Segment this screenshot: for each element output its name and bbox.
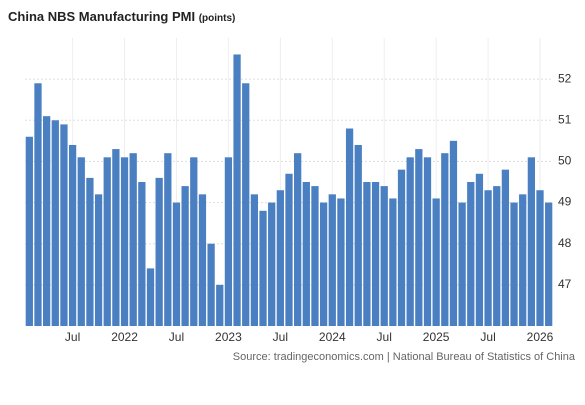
bar bbox=[510, 202, 518, 326]
bar bbox=[337, 198, 345, 326]
bar bbox=[406, 157, 414, 326]
bar bbox=[276, 190, 284, 326]
bar bbox=[103, 157, 111, 326]
bar bbox=[311, 186, 319, 326]
bar bbox=[441, 153, 449, 326]
bar bbox=[415, 149, 423, 326]
x-tick-label: 2022 bbox=[111, 330, 138, 344]
bar bbox=[207, 243, 215, 326]
unit: (points) bbox=[199, 13, 236, 24]
bar bbox=[172, 202, 181, 326]
bar bbox=[198, 194, 207, 326]
y-tick-label: 50 bbox=[558, 154, 572, 168]
bar bbox=[233, 54, 241, 326]
bar bbox=[484, 190, 492, 326]
x-tick-label: Jul bbox=[273, 330, 288, 344]
bar bbox=[328, 194, 336, 326]
chart-title: China NBS Manufacturing PMI (points) bbox=[8, 9, 235, 24]
bar bbox=[475, 173, 484, 326]
x-tick-label: Jul bbox=[65, 330, 80, 344]
bar bbox=[25, 136, 33, 326]
bar bbox=[432, 198, 440, 326]
bar bbox=[68, 144, 77, 326]
bar bbox=[363, 182, 371, 326]
x-tick-label: 2023 bbox=[215, 330, 242, 344]
bar bbox=[138, 182, 146, 326]
bar bbox=[536, 190, 544, 326]
bar bbox=[397, 169, 406, 326]
bar bbox=[60, 124, 68, 327]
bar bbox=[51, 120, 59, 327]
bar bbox=[319, 202, 328, 326]
y-tick-label: 48 bbox=[558, 236, 572, 250]
bar bbox=[146, 268, 155, 326]
bar bbox=[354, 144, 362, 326]
y-tick-label: 52 bbox=[558, 71, 572, 85]
y-tick-label: 51 bbox=[558, 112, 572, 126]
bar bbox=[155, 177, 163, 326]
bar bbox=[380, 186, 388, 326]
bar bbox=[216, 284, 224, 326]
bar bbox=[285, 173, 293, 326]
bar bbox=[112, 149, 120, 326]
bar bbox=[302, 182, 310, 326]
bar bbox=[181, 186, 189, 326]
x-tick-label: 2026 bbox=[527, 330, 554, 344]
bar bbox=[43, 116, 51, 327]
bar bbox=[34, 83, 42, 326]
title: China NBS Manufacturing PMI bbox=[8, 9, 195, 24]
bar bbox=[449, 140, 458, 326]
bar bbox=[250, 194, 259, 326]
x-tick-label: Jul bbox=[377, 330, 392, 344]
bar bbox=[77, 157, 85, 326]
bar bbox=[268, 202, 276, 326]
bar bbox=[345, 128, 354, 326]
bar bbox=[86, 177, 94, 326]
bar bbox=[458, 202, 466, 326]
x-tick-label: Jul bbox=[480, 330, 495, 344]
bar bbox=[259, 210, 267, 326]
bar bbox=[527, 157, 535, 326]
bar bbox=[120, 157, 129, 326]
y-tick-label: 47 bbox=[558, 277, 572, 291]
bar bbox=[129, 153, 137, 326]
bar bbox=[371, 182, 380, 326]
bar bbox=[389, 198, 397, 326]
bar bbox=[423, 157, 432, 326]
bar bbox=[294, 153, 302, 326]
bar bbox=[519, 194, 527, 326]
bar bbox=[467, 182, 475, 326]
bar bbox=[190, 157, 198, 326]
x-tick-label: Jul bbox=[169, 330, 184, 344]
bar bbox=[501, 169, 510, 326]
bar bbox=[94, 194, 103, 326]
bar bbox=[242, 83, 250, 326]
x-tick-label: 2025 bbox=[423, 330, 450, 344]
y-tick-label: 49 bbox=[558, 195, 572, 209]
bar bbox=[224, 157, 233, 326]
source: Source: tradingeconomics.com | National … bbox=[233, 351, 576, 363]
x-tick-label: 2024 bbox=[319, 330, 346, 344]
bar bbox=[164, 153, 172, 326]
bar bbox=[493, 186, 501, 326]
bar bbox=[545, 202, 553, 326]
